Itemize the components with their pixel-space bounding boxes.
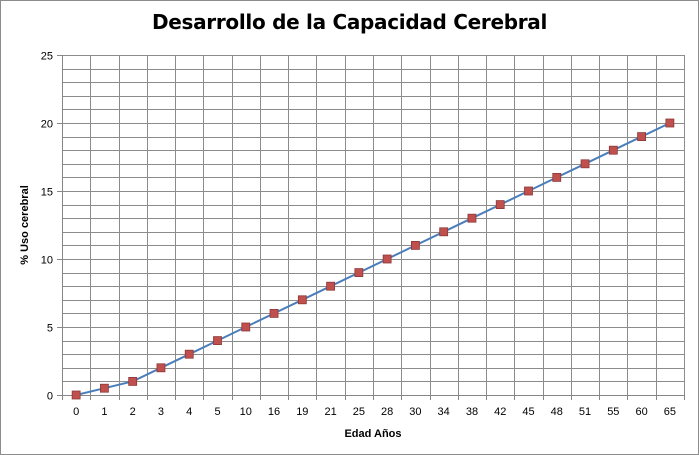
data-point	[665, 118, 675, 128]
x-tick-label: 65	[664, 406, 676, 418]
y-tick-label: 5	[47, 323, 53, 335]
axes	[57, 55, 685, 400]
data-point	[184, 349, 194, 359]
y-axis-title: % Uso cerebral	[19, 185, 31, 264]
y-tick-label: 25	[41, 51, 53, 63]
data-point	[326, 281, 335, 291]
y-tick-label: 10	[41, 255, 53, 267]
x-tick-label: 4	[186, 406, 192, 418]
data-point	[467, 213, 477, 223]
data-series	[71, 118, 675, 400]
gridlines	[62, 55, 685, 395]
data-point	[354, 268, 364, 278]
data-point	[297, 295, 307, 305]
y-tick-label: 20	[41, 119, 53, 131]
y-tick-labels: 0 5 10 15 20 25	[41, 51, 53, 403]
data-point	[71, 390, 81, 400]
y-tick-label: 0	[47, 391, 53, 403]
data-point	[100, 383, 109, 393]
x-tick-label: 1	[101, 406, 107, 418]
x-tick-label: 48	[551, 406, 563, 418]
data-point	[382, 254, 392, 264]
chart-title: Desarrollo de la Capacidad Cerebral	[151, 10, 548, 34]
x-tick-label: 45	[522, 406, 534, 418]
x-tick-label: 3	[158, 406, 164, 418]
x-tick-label: 2	[130, 406, 136, 418]
data-point	[524, 186, 533, 196]
x-tick-label: 16	[268, 406, 280, 418]
data-point	[552, 172, 562, 182]
data-point	[439, 227, 449, 237]
x-axis-title: Edad Años	[344, 428, 401, 440]
data-point	[495, 200, 505, 210]
data-point	[213, 336, 222, 346]
x-tick-label: 25	[353, 406, 365, 418]
data-point	[411, 240, 420, 250]
x-tick-label: 10	[240, 406, 252, 418]
x-tick-label: 51	[579, 406, 591, 418]
y-tick-label: 15	[41, 187, 53, 199]
x-tick-label: 5	[214, 406, 220, 418]
x-tick-label: 60	[635, 406, 647, 418]
data-point	[241, 322, 251, 332]
x-tick-label: 30	[409, 406, 421, 418]
data-point	[156, 363, 166, 373]
x-tick-label: 38	[466, 406, 478, 418]
series-line	[75, 122, 671, 396]
x-tick-label: 55	[607, 406, 619, 418]
x-tick-labels: 0 1 2 3 4 5 10 16 19 21 25 28 30 34 38 42 45 48 51 55 60 65	[73, 406, 676, 418]
x-tick-label: 28	[381, 406, 393, 418]
x-tick-label: 42	[494, 406, 506, 418]
data-point	[580, 159, 590, 169]
data-point	[608, 145, 618, 155]
data-point	[128, 376, 138, 386]
x-tick-label: 19	[296, 406, 308, 418]
data-point	[269, 308, 279, 318]
data-point	[637, 132, 646, 142]
x-tick-label: 21	[324, 406, 336, 418]
x-tick-label: 0	[73, 406, 79, 418]
x-tick-label: 34	[438, 406, 450, 418]
